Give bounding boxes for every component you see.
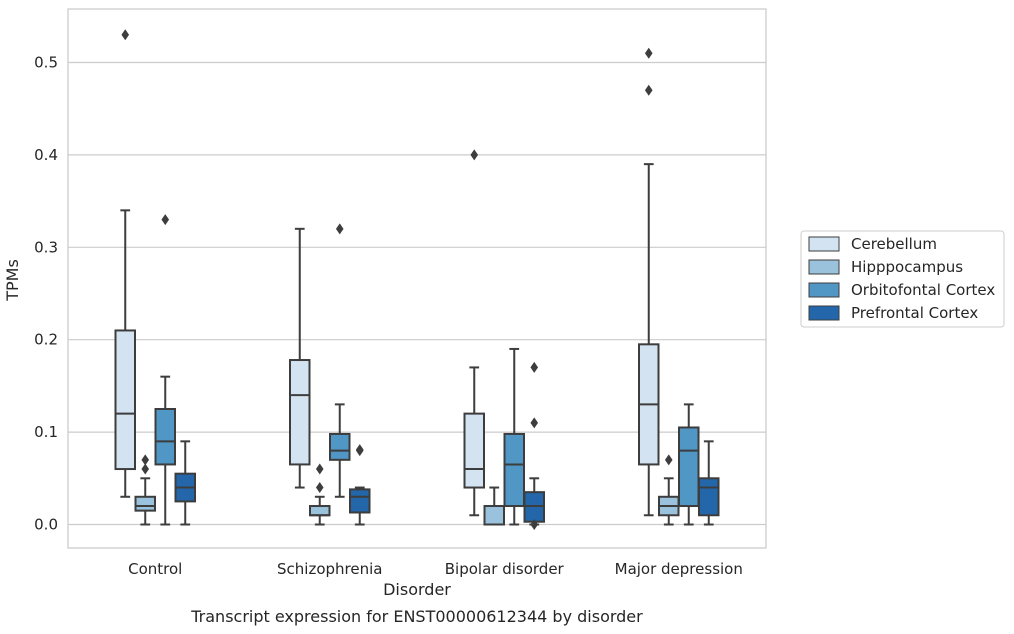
box-orbitofontal-cortex: [329, 223, 351, 498]
plot-frame: [67, 8, 767, 549]
y-tick-label: 0.0: [34, 516, 58, 534]
outlier-point: [530, 417, 539, 429]
y-tick-label: 0.2: [34, 331, 58, 349]
legend-swatch: [808, 305, 840, 321]
y-axis-label: TPMs: [3, 259, 22, 302]
outlier-point: [644, 84, 653, 96]
box-prefrontal-cortex: [698, 440, 720, 526]
x-tick-label: Bipolar disorder: [445, 560, 565, 578]
outlier-point: [315, 482, 324, 494]
legend-frame: [800, 230, 1005, 328]
outlier-point: [141, 463, 150, 475]
box-cerebellum: [114, 29, 136, 498]
box-prefrontal-cortex: [174, 440, 196, 526]
box-cerebellum: [638, 47, 660, 517]
legend: Cerebellum Hipppocampus Orbitofontal Corte…: [800, 230, 1005, 328]
legend-label: Cerebellum: [851, 235, 937, 253]
y-tick-label: 0.1: [34, 423, 58, 441]
outlier-point: [141, 454, 150, 466]
box-iqr: [349, 488, 371, 514]
box-orbitofontal-cortex: [154, 214, 176, 526]
box-cerebellum: [289, 227, 311, 489]
grid-lines: [68, 61, 766, 526]
box-iqr: [698, 477, 720, 517]
x-tick-label: Control: [128, 560, 182, 578]
y-tick-labels: 0.0 0.1 0.2 0.3 0.4 0.5: [34, 54, 58, 534]
y-tick-label: 0.3: [34, 238, 58, 256]
box-iqr: [678, 426, 700, 508]
box-iqr: [154, 408, 176, 466]
outlier-point: [664, 454, 673, 466]
box-cerebellum: [463, 149, 485, 517]
y-tick-label: 0.4: [34, 146, 58, 164]
chart-caption: Transcript expression for ENST0000061234…: [190, 607, 643, 626]
box-iqr: [483, 505, 505, 526]
x-tick-label: Schizophrenia: [277, 560, 382, 578]
outlier-point: [121, 29, 130, 41]
x-axis-label: Disorder: [383, 580, 451, 599]
legend-swatch: [808, 236, 840, 252]
legend-swatch: [808, 282, 840, 298]
box-iqr: [503, 432, 525, 508]
box-series: [114, 29, 720, 530]
box-iqr: [463, 412, 485, 489]
outlier-point: [161, 214, 170, 226]
outlier-point: [470, 149, 479, 161]
box-orbitofontal-cortex: [503, 347, 525, 526]
x-tick-label: Major depression: [615, 560, 743, 578]
box-iqr: [309, 505, 331, 517]
outlier-point: [644, 47, 653, 59]
box-hipppocampus: [309, 463, 331, 526]
box-hipppocampus: [483, 486, 505, 526]
x-tick-labels: Control Schizophrenia Bipolar disorder Majo…: [128, 560, 743, 578]
legend-swatch: [808, 259, 840, 275]
outlier-point: [315, 463, 324, 475]
outlier-point: [335, 223, 344, 235]
outlier-point: [530, 519, 539, 530]
legend-label: Orbitofontal Cortex: [851, 281, 995, 299]
box-iqr: [329, 432, 351, 461]
outlier-point: [530, 361, 539, 373]
box-iqr: [114, 329, 136, 471]
box-hipppocampus: [134, 454, 156, 526]
y-tick-label: 0.5: [34, 54, 58, 72]
outlier-point: [355, 444, 364, 456]
legend-label: Prefrontal Cortex: [851, 304, 978, 322]
box-iqr: [289, 359, 311, 466]
legend-label: Hipppocampus: [851, 258, 963, 276]
box-prefrontal-cortex: [349, 444, 371, 526]
box-iqr: [134, 495, 156, 512]
box-prefrontal-cortex: [523, 361, 545, 530]
box-hipppocampus: [658, 454, 680, 526]
box-orbitofontal-cortex: [678, 403, 700, 526]
